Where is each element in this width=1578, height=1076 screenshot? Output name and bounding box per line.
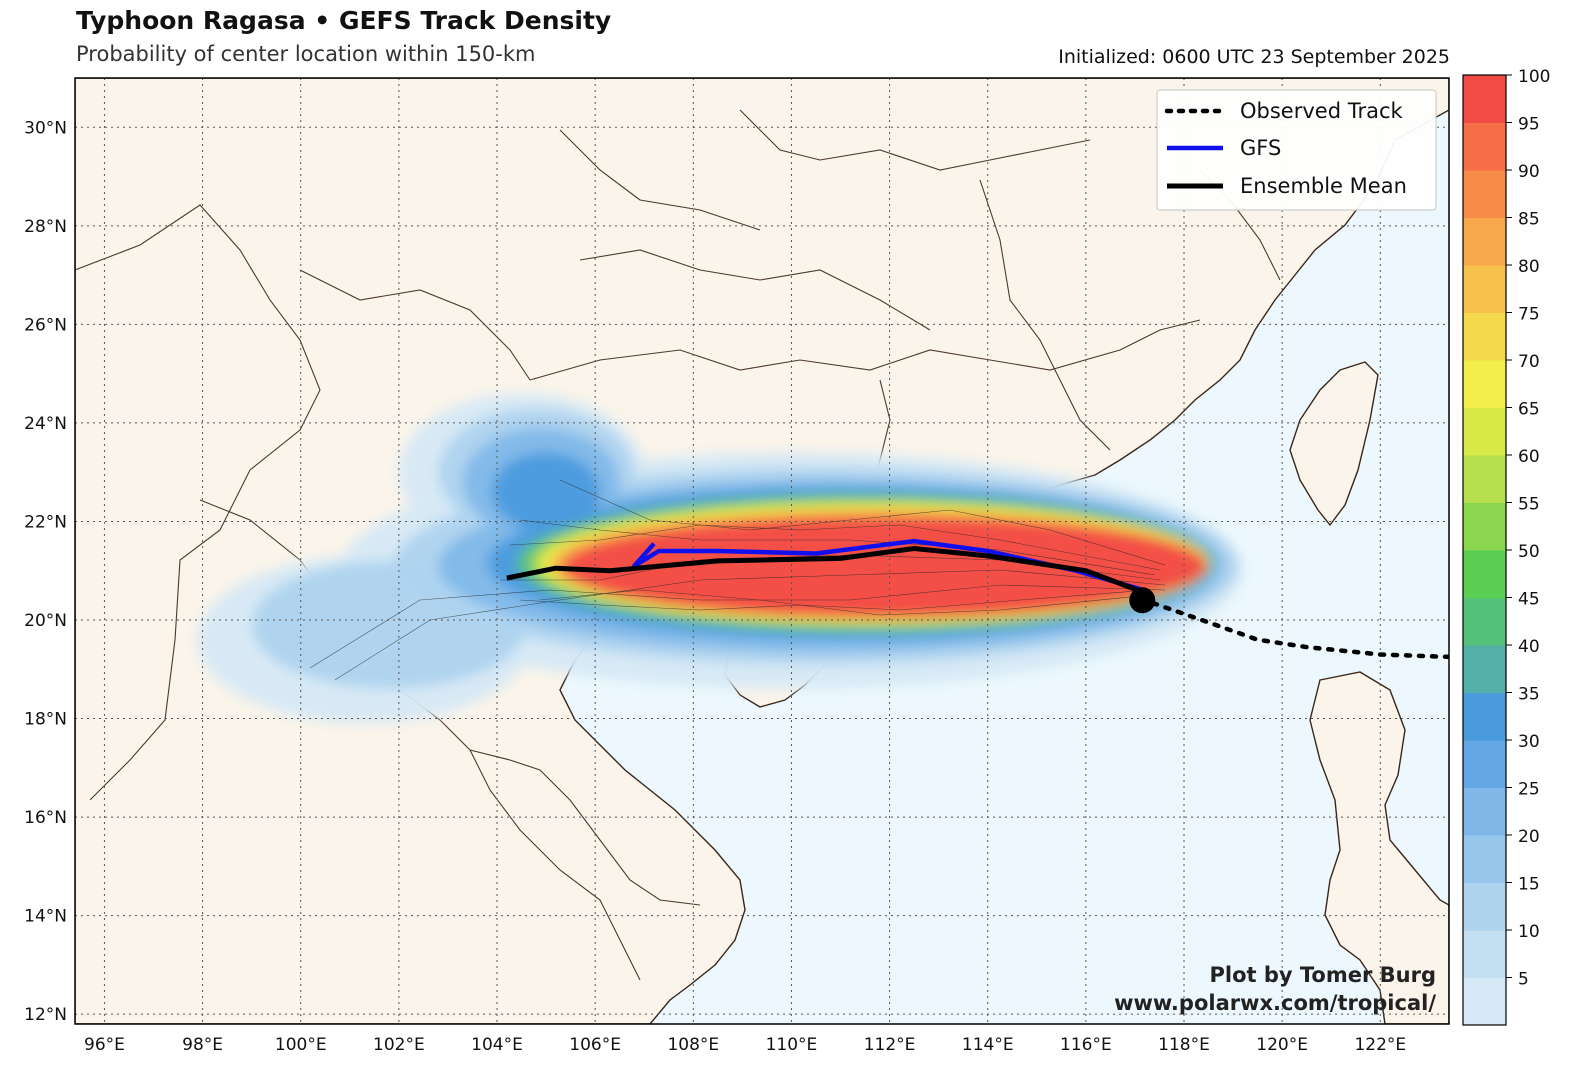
colorbar-tick-label: 15: [1518, 875, 1540, 895]
colorbar-tick-label: 30: [1518, 732, 1540, 752]
colorbar-segment: [1463, 597, 1506, 646]
colorbar-segment: [1463, 360, 1506, 408]
colorbar-segment: [1463, 692, 1506, 741]
colorbar-segment: [1463, 170, 1506, 218]
colorbar-segment: [1463, 122, 1506, 171]
gridlines: [75, 78, 1449, 1024]
colorbar-tick-label: 40: [1518, 637, 1540, 657]
lon-tick-label: 102°E: [373, 1035, 425, 1055]
colorbar-segment: [1463, 502, 1506, 551]
legend-mean-label: Ensemble Mean: [1240, 174, 1407, 198]
density-field: [197, 393, 1243, 724]
colorbar-tick-label: 25: [1518, 780, 1540, 800]
colorbar-segment: [1463, 75, 1506, 123]
colorbar-tick-label: 100: [1518, 67, 1550, 87]
lon-tick-label: 114°E: [962, 1035, 1014, 1055]
colorbar-segment: [1463, 407, 1506, 456]
lat-tick-label: 18°N: [24, 710, 67, 730]
colorbar-tick-label: 85: [1518, 210, 1540, 230]
luzon-island: [1309, 671, 1449, 1024]
colorbar-tick-label: 95: [1518, 115, 1540, 135]
credit-url: www.polarwx.com/tropical/: [1114, 991, 1436, 1015]
colorbar-segment: [1463, 645, 1506, 693]
lat-tick-label: 22°N: [24, 512, 67, 532]
lon-tick-label: 98°E: [182, 1035, 223, 1055]
colorbar-tick-label: 10: [1518, 922, 1540, 942]
lat-tick-label: 20°N: [24, 611, 67, 631]
lon-tick-label: 100°E: [275, 1035, 327, 1055]
ensemble-member-tracks: [309, 479, 1166, 681]
colorbar-tick-label: 20: [1518, 827, 1540, 847]
colorbar-tick-labels: 5 10 15 20 25 30 35 40 45 50 55 60 65 70 75 80 85 90 95 100: [1506, 67, 1550, 990]
colorbar-tick-label: 80: [1518, 257, 1540, 277]
colorbar-segment: [1463, 977, 1506, 1026]
lon-tick-label: 108°E: [667, 1035, 719, 1055]
ensemble-mean-track-line: [506, 546, 1146, 596]
legend-observed-label: Observed Track: [1240, 99, 1403, 123]
colorbar-segment: [1463, 787, 1506, 836]
lat-tick-label: 24°N: [24, 414, 67, 434]
map-area: Observed Track GFS Ensemble Mean Plot by…: [75, 78, 1449, 1024]
colorbar-segment: [1463, 835, 1506, 883]
map-frame: [74, 77, 1450, 1025]
colorbar-tick-label: 35: [1518, 685, 1540, 705]
colorbar-segment: [1463, 455, 1506, 503]
colorbar-tick-label: 75: [1518, 305, 1540, 325]
colorbar-tick-label: 5: [1518, 970, 1529, 990]
lat-tick-label: 14°N: [24, 907, 67, 927]
current-position-marker: [1129, 587, 1156, 614]
colorbar-tick-label: 45: [1518, 590, 1540, 610]
colorbar-tick-label: 65: [1518, 400, 1540, 420]
colorbar-segment: [1463, 550, 1506, 598]
lat-tick-label: 26°N: [24, 315, 67, 335]
lon-tick-label: 118°E: [1158, 1035, 1210, 1055]
colorbar-segment: [1463, 312, 1506, 361]
legend: Observed Track GFS Ensemble Mean: [1156, 89, 1437, 211]
colorbar-segment: [1463, 217, 1506, 266]
lon-tick-label: 106°E: [569, 1035, 621, 1055]
density-contour: [492, 452, 601, 532]
colorbar-tick-label: 60: [1518, 447, 1540, 467]
colorbar-segment: [1463, 882, 1506, 931]
chart-subtitle: Probability of center location within 15…: [76, 42, 536, 66]
lat-tick-label: 28°N: [24, 217, 67, 237]
lon-tick-label: 104°E: [471, 1035, 523, 1055]
legend-gfs-label: GFS: [1240, 136, 1281, 160]
credit-author: Plot by Tomer Burg: [1210, 963, 1437, 987]
colorbar-tick-label: 50: [1518, 542, 1540, 562]
colorbar-tick-label: 55: [1518, 495, 1540, 515]
observed-track-line: [1142, 598, 1449, 660]
colorbar-segment: [1463, 930, 1506, 978]
colorbar-tick-label: 70: [1518, 352, 1540, 372]
lat-tick-label: 16°N: [24, 808, 67, 828]
lon-tick-label: 120°E: [1256, 1035, 1308, 1055]
density-contour: [563, 516, 1207, 618]
lat-tick-label: 12°N: [24, 1005, 67, 1025]
lon-tick-label: 112°E: [864, 1035, 916, 1055]
colorbar: [1463, 75, 1506, 1026]
lon-tick-label: 96°E: [84, 1035, 125, 1055]
lon-tick-label: 110°E: [766, 1035, 818, 1055]
lon-tick-label: 122°E: [1354, 1035, 1406, 1055]
colorbar-segment: [1463, 740, 1506, 788]
initialized-time: Initialized: 0600 UTC 23 September 2025: [1058, 46, 1450, 68]
density-contour: [251, 560, 527, 689]
taiwan-island: [1289, 361, 1379, 527]
colorbar-segment: [1463, 265, 1506, 313]
colorbar-tick-label: 90: [1518, 162, 1540, 182]
chart-title: Typhoon Ragasa • GEFS Track Density: [76, 6, 612, 35]
latitude-tick-labels: 12°N 14°N 16°N 18°N 20°N 22°N 24°N 26°N 28°N 30°N: [24, 118, 67, 1025]
lat-tick-label: 30°N: [24, 118, 67, 138]
longitude-tick-labels: 96°E 98°E 100°E 102°E 104°E 106°E 108°E 110°E 11…: [84, 1035, 1406, 1055]
lon-tick-label: 116°E: [1060, 1035, 1112, 1055]
